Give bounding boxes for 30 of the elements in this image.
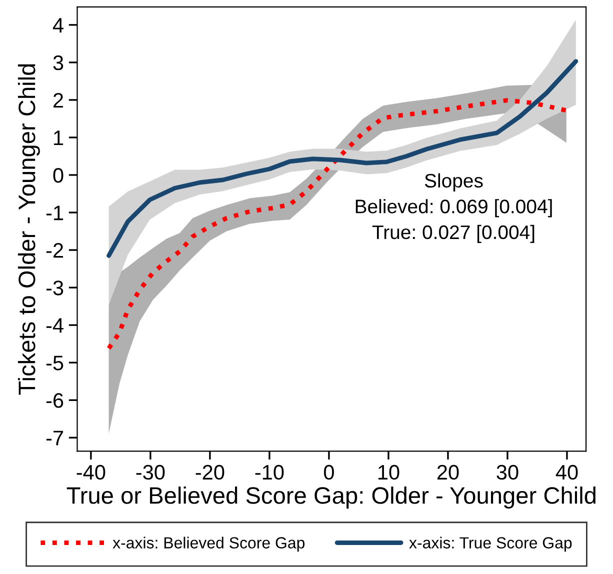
annotation: Believed: 0.069 [0.004] bbox=[356, 199, 552, 218]
legend-label: x-axis: True Score Gap bbox=[409, 536, 572, 552]
y-tick-label: -5 bbox=[46, 356, 64, 370]
x-tick-label: -10 bbox=[255, 464, 284, 480]
y-tick-label: -3 bbox=[46, 280, 64, 296]
y-tick-label: 3 bbox=[53, 55, 64, 70]
y-tick-label: 0 bbox=[53, 168, 64, 183]
x-tick-label: 10 bbox=[378, 464, 400, 480]
y-tick-label: 4 bbox=[52, 18, 64, 32]
x-tick-label: 0 bbox=[324, 464, 334, 480]
y-tick-label: 2 bbox=[54, 92, 63, 108]
y-axis-title: Tickets to Older - Younger Child bbox=[18, 64, 40, 395]
x-tick-label: -30 bbox=[136, 464, 165, 480]
y-tick-label: -7 bbox=[46, 430, 63, 446]
legend-label: x-axis: Believed Score Gap bbox=[112, 536, 305, 552]
x-tick-label: -40 bbox=[76, 464, 106, 480]
y-tick-label: 1 bbox=[54, 130, 64, 146]
x-tick-label: 30 bbox=[496, 464, 518, 480]
line-series bbox=[106, 59, 578, 258]
y-tick-label: -2 bbox=[46, 243, 63, 258]
x-tick-label: 40 bbox=[556, 464, 578, 480]
y-tick-label: -1 bbox=[46, 206, 64, 220]
x-tick-label: 20 bbox=[437, 464, 459, 480]
x-tick-label: -20 bbox=[196, 464, 224, 480]
y-tick-label: -4 bbox=[46, 318, 64, 333]
annotation: True: 0.027 [0.004] bbox=[372, 224, 534, 243]
annotation: Slopes bbox=[424, 173, 483, 192]
line-series bbox=[106, 98, 569, 351]
x-axis-title: True or Believed Score Gap: Older - Younger Child bbox=[66, 486, 596, 509]
y-tick-label: -6 bbox=[46, 393, 64, 408]
